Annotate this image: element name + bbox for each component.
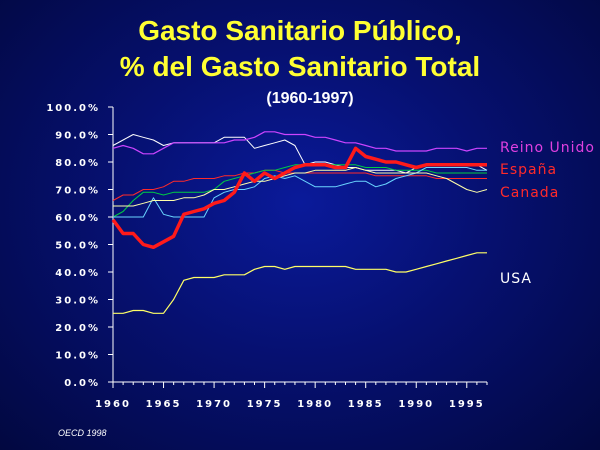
x-tick-label: 1985 <box>348 399 384 410</box>
series-line-usa <box>113 252 487 314</box>
x-tick-label: 1990 <box>398 399 434 410</box>
y-tick-label: 30.0% <box>55 296 100 307</box>
y-tick-label: 90.0% <box>55 131 100 142</box>
source-note: OECD 1998 <box>58 428 107 438</box>
legend-label-usa: USA <box>500 271 532 287</box>
y-tick-label: 100.0% <box>46 103 100 114</box>
y-tick-label: 50.0% <box>55 241 100 252</box>
x-tick-label: 1975 <box>247 399 283 410</box>
plot-lines <box>111 131 488 314</box>
chart-title-line2: % del Gasto Sanitario Total <box>119 51 481 82</box>
x-tick-label: 1960 <box>95 399 131 410</box>
y-tick-label: 60.0% <box>55 213 100 224</box>
series-line-7 <box>113 167 488 207</box>
x-tick-label: 1965 <box>146 399 182 410</box>
series-line-espa-a <box>111 146 487 250</box>
y-tick-label: 80.0% <box>55 158 100 169</box>
x-tick-label: 1980 <box>297 399 333 410</box>
legend-label-espa-a: España <box>500 162 557 178</box>
x-tick-label: 1995 <box>449 399 485 410</box>
y-tick-label: 0.0% <box>64 378 100 389</box>
chart-axes: 0.0% 10.0% 20.0% 30.0% 40.0% 50.0% 60.0% 70.0% 8… <box>46 103 488 410</box>
legend-label-canada: Canada <box>500 185 559 201</box>
chart-title-line1: Gasto Sanitario Público, <box>138 15 462 46</box>
y-tick-label: 10.0% <box>55 351 100 362</box>
x-tick-label: 1970 <box>196 399 232 410</box>
series-line-reino-unido <box>112 131 487 155</box>
y-tick-label: 40.0% <box>55 268 100 279</box>
legend-label-reino-unido: Reino Unido <box>500 140 595 156</box>
series-line-6 <box>113 167 487 218</box>
chart-legend: Reino Unido España Canada USA <box>500 140 595 287</box>
chart-subtitle: (1960-1997) <box>266 90 354 107</box>
y-tick-label: 70.0% <box>55 186 100 197</box>
y-tick-label: 20.0% <box>55 323 100 334</box>
series-line-canada <box>112 169 487 201</box>
